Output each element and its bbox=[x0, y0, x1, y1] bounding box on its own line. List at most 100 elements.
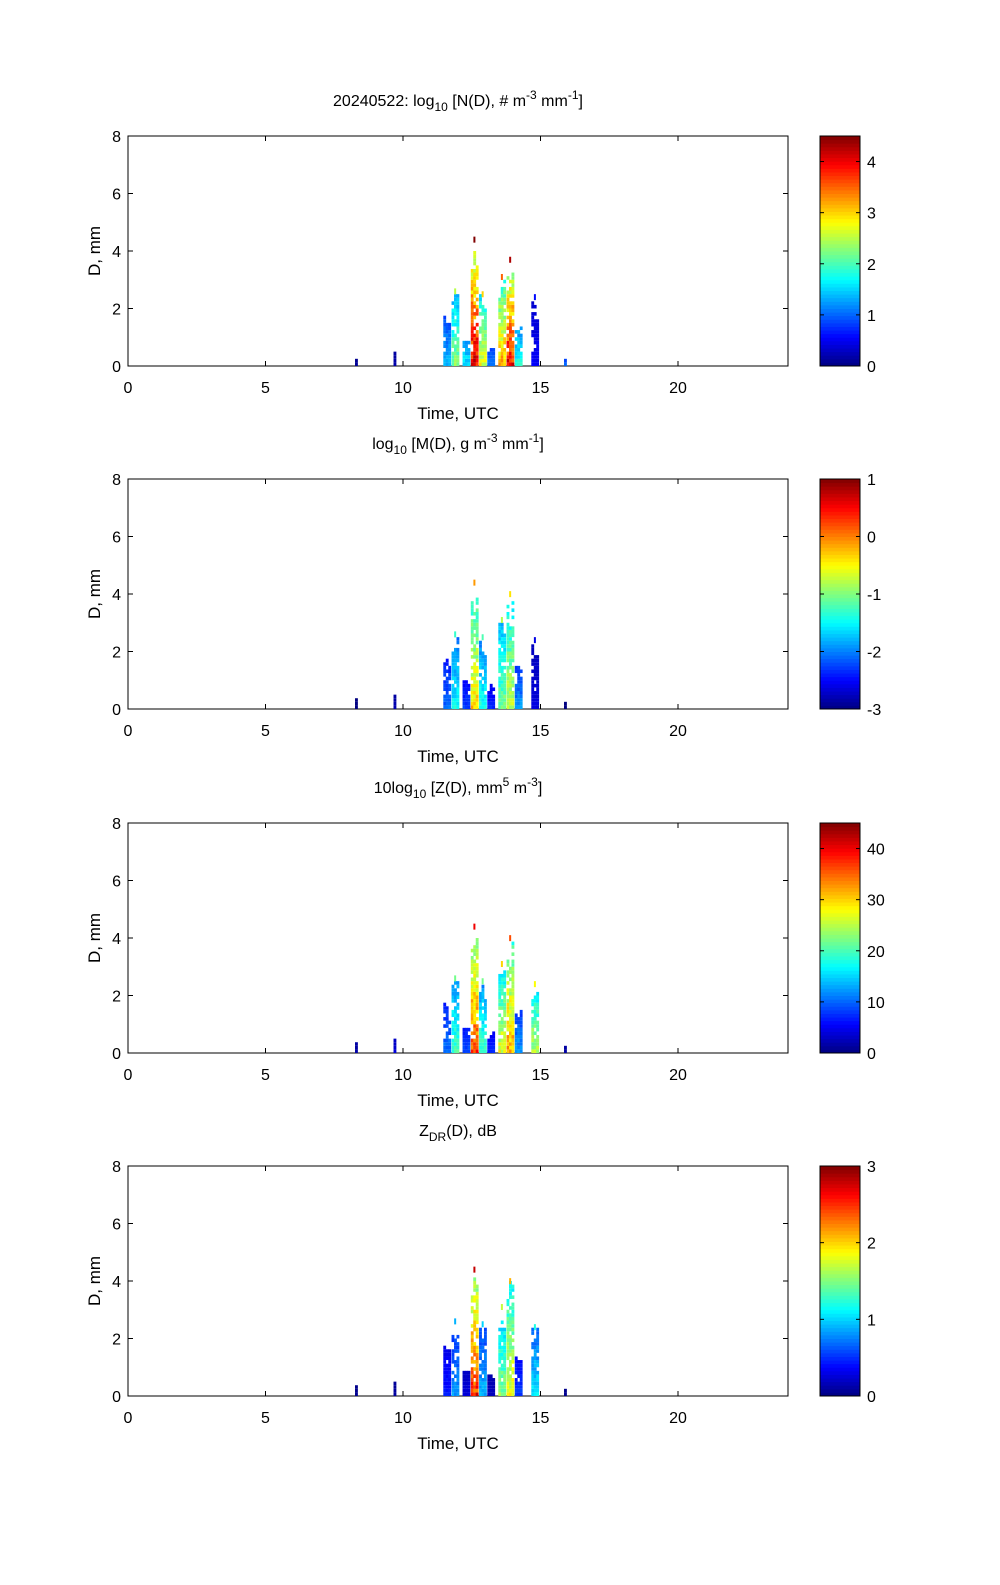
data-cell bbox=[514, 1381, 518, 1386]
data-cell bbox=[503, 1024, 507, 1028]
data-cell bbox=[533, 294, 536, 301]
data-cell bbox=[473, 701, 477, 706]
colorbar-step bbox=[820, 1288, 860, 1293]
data-cell bbox=[533, 669, 537, 674]
data-cell bbox=[479, 665, 482, 670]
data-cell bbox=[454, 631, 457, 638]
data-cell bbox=[456, 355, 460, 359]
colorbar-step bbox=[820, 268, 860, 274]
data-cell bbox=[536, 1049, 540, 1053]
data-cell bbox=[479, 1392, 482, 1396]
data-cell bbox=[481, 330, 485, 334]
data-cell bbox=[503, 1009, 507, 1014]
data-cell bbox=[473, 945, 477, 949]
data-cell bbox=[467, 1381, 471, 1386]
colorbar-step bbox=[820, 981, 860, 986]
colorbar-step bbox=[820, 1002, 860, 1007]
data-cell bbox=[509, 1320, 512, 1325]
colorbar-step bbox=[820, 988, 860, 993]
y-tick-label: 8 bbox=[112, 472, 121, 489]
data-cell bbox=[498, 687, 502, 692]
data-cell bbox=[498, 991, 502, 996]
data-cell bbox=[519, 1392, 523, 1396]
data-cell bbox=[448, 1352, 452, 1357]
data-cell bbox=[492, 1381, 496, 1386]
data-cell bbox=[503, 1334, 507, 1339]
data-cell bbox=[470, 1334, 474, 1339]
data-cell bbox=[456, 981, 460, 985]
data-cell bbox=[500, 1042, 504, 1046]
data-cell bbox=[531, 1374, 535, 1379]
data-cell bbox=[506, 637, 510, 641]
data-cell bbox=[483, 348, 487, 352]
data-cell bbox=[500, 999, 504, 1003]
data-cell bbox=[465, 694, 468, 699]
data-cell bbox=[456, 984, 460, 989]
data-cell bbox=[511, 1035, 515, 1039]
data-cell bbox=[511, 995, 515, 1000]
colorbar-step bbox=[820, 923, 860, 928]
data-cell bbox=[503, 279, 507, 284]
data-cell bbox=[470, 629, 474, 634]
data-cell bbox=[451, 658, 455, 663]
data-cell bbox=[511, 330, 515, 334]
data-cell bbox=[533, 1045, 537, 1050]
data-cell bbox=[511, 973, 515, 978]
data-cell bbox=[479, 340, 482, 345]
data-cell bbox=[483, 308, 487, 313]
colorbar-step bbox=[820, 179, 860, 184]
data-cell bbox=[470, 698, 474, 702]
y-tick-label: 0 bbox=[112, 1389, 121, 1406]
colorbar-step bbox=[820, 662, 860, 667]
colorbar-step bbox=[820, 973, 860, 979]
data-cell bbox=[481, 1035, 485, 1039]
data-cell bbox=[481, 1049, 485, 1053]
data-cell bbox=[503, 286, 507, 291]
colorbar-step bbox=[820, 629, 860, 635]
data-cell bbox=[506, 622, 510, 627]
data-cell bbox=[479, 991, 482, 996]
data-cell bbox=[451, 673, 455, 677]
colorbar-frame bbox=[819, 822, 861, 1054]
data-cell bbox=[506, 1309, 510, 1314]
colorbar-step bbox=[820, 1334, 860, 1339]
data-cell bbox=[462, 683, 466, 688]
colorbar-step bbox=[820, 486, 860, 491]
data-cell bbox=[536, 1038, 540, 1043]
data-cell bbox=[483, 694, 487, 699]
colorbar-tick-label: 20 bbox=[867, 944, 885, 961]
data-cell bbox=[473, 261, 477, 266]
data-cell bbox=[517, 1035, 521, 1039]
data-cell bbox=[475, 991, 479, 996]
data-cell bbox=[498, 973, 502, 978]
data-cell bbox=[503, 691, 507, 695]
data-cell bbox=[503, 1349, 507, 1353]
data-cell bbox=[454, 995, 457, 1000]
data-cell bbox=[481, 1349, 485, 1353]
data-cell bbox=[500, 1045, 504, 1050]
data-cell bbox=[500, 687, 504, 692]
data-cell bbox=[470, 1349, 474, 1353]
data-cell bbox=[533, 995, 537, 1000]
data-cell bbox=[479, 355, 482, 359]
data-cell bbox=[514, 1049, 518, 1053]
data-cell bbox=[533, 1020, 537, 1025]
x-tick-label: 0 bbox=[124, 380, 133, 397]
data-cell bbox=[473, 340, 477, 345]
data-cell bbox=[498, 1385, 502, 1389]
data-cell bbox=[511, 1385, 515, 1389]
data-cell bbox=[470, 683, 474, 688]
data-cell bbox=[519, 676, 523, 681]
data-cell bbox=[500, 358, 504, 363]
colorbar-step bbox=[820, 572, 860, 577]
data-cell bbox=[462, 701, 466, 706]
data-cell bbox=[462, 687, 466, 692]
y-axis-label: D, mm bbox=[85, 1256, 104, 1306]
data-cell bbox=[519, 1363, 523, 1368]
data-cell bbox=[511, 322, 515, 327]
data-cell bbox=[489, 1042, 493, 1046]
data-cell bbox=[393, 698, 397, 702]
colorbar-step bbox=[820, 344, 860, 349]
data-cell bbox=[483, 333, 487, 338]
data-cell bbox=[506, 344, 510, 349]
